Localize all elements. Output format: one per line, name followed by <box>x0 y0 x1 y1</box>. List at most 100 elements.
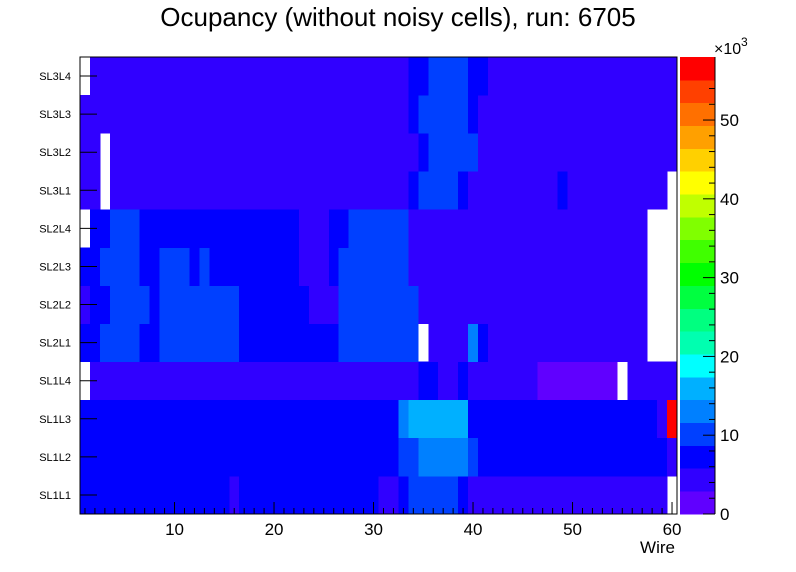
cell-SL1L4-47-54 <box>537 361 618 401</box>
y-tick-label: SL2L4 <box>39 223 71 235</box>
palette-band <box>680 171 715 195</box>
cell-SL1L3-60-60 <box>667 399 678 439</box>
cell-SL2L3-26-26 <box>328 247 340 286</box>
cell-SL2L2-17-23 <box>239 285 310 324</box>
x-tick-label: 50 <box>563 520 582 539</box>
y-tick-label: SL2L1 <box>39 338 71 350</box>
palette-band <box>680 125 715 149</box>
cell-SL1L1-40-59 <box>468 475 668 515</box>
cell-SL3L3-58-60 <box>647 95 678 134</box>
cell-SL2L4-2-3 <box>89 209 111 248</box>
cell-SL2L3-14-22 <box>209 247 300 286</box>
cell-SL1L2-60-60 <box>667 437 678 477</box>
cell-SL2L3-47-57 <box>537 247 648 286</box>
cell-SL3L1-34-34 <box>408 171 419 210</box>
cell-SL3L2-35-35 <box>418 133 429 172</box>
cell-SL1L4-39-39 <box>458 361 469 401</box>
y-tick-label: SL3L2 <box>39 147 71 159</box>
cell-SL3L3-3-33 <box>99 95 409 134</box>
cell-SL2L3-13-13 <box>199 247 210 286</box>
cell-SL3L3-45-45 <box>517 95 529 134</box>
cell-SL2L4-23-25 <box>298 209 330 248</box>
y-tick-label: SL1L3 <box>39 414 71 426</box>
cell-SL1L3-34-39 <box>408 399 469 439</box>
x-tick-label: 40 <box>464 520 483 539</box>
plot-border <box>79 56 678 515</box>
palette-band <box>680 308 715 332</box>
z-multiplier: ×10 <box>714 41 741 58</box>
cell-SL1L1-33-33 <box>398 475 409 515</box>
cell-SL2L4-28-33 <box>348 209 409 248</box>
y-tick-label: SL1L4 <box>39 376 71 388</box>
y-tick-label: SL2L2 <box>39 300 71 312</box>
z-tick-label: 40 <box>720 190 739 209</box>
cell-SL1L1-34-38 <box>408 475 459 515</box>
cell-SL1L4-56-57 <box>627 361 648 401</box>
x-tick-label: 20 <box>265 520 284 539</box>
cell-SL1L2-34-34 <box>408 437 419 477</box>
cell-SL1L1-16-16 <box>229 475 240 515</box>
palette-band <box>680 399 715 423</box>
cell-SL2L1-17-26 <box>239 323 340 363</box>
cell-SL1L4-46-46 <box>527 361 539 401</box>
cell-SL2L2-2-3 <box>89 285 111 324</box>
cell-SL3L2-4-34 <box>109 133 419 172</box>
cell-SL3L1-40-48 <box>468 171 558 210</box>
cell-SL2L2-8-8 <box>149 285 160 324</box>
cell-SL3L1-49-49 <box>557 171 568 210</box>
y-tick-label: SL2L3 <box>39 261 71 273</box>
cell-SL1L1-1-15 <box>80 475 230 515</box>
cell-SL3L1-50-58 <box>567 171 658 210</box>
x-tick-label: 10 <box>165 520 184 539</box>
cell-SL2L1-41-41 <box>478 323 489 363</box>
cell-SL3L4-40-40 <box>468 57 479 96</box>
palette-band <box>680 376 715 401</box>
cell-SL2L1-42-57 <box>487 323 648 363</box>
palette-band <box>680 102 715 126</box>
cell-SL3L3-40-40 <box>468 95 479 134</box>
z-tick-label: 20 <box>720 347 739 366</box>
cell-SL2L3-12-12 <box>189 247 200 286</box>
cell-SL1L3-33-33 <box>398 399 409 439</box>
chart-title: Ocupancy (without noisy cells), run: 670… <box>160 2 636 32</box>
cell-SL1L4-35-36 <box>418 361 439 401</box>
cell-SL1L1-39-39 <box>458 475 469 515</box>
cell-SL2L1-36-39 <box>428 323 469 363</box>
cell-SL1L3-40-50 <box>468 399 578 439</box>
palette-band <box>680 468 715 492</box>
x-tick-label: 60 <box>663 520 682 539</box>
y-tick-label: SL1L2 <box>39 452 71 464</box>
cell-SL2L3-7-8 <box>139 247 160 286</box>
palette-band <box>680 262 715 286</box>
cell-SL2L3-27-33 <box>338 247 409 286</box>
y-tick-label: SL3L4 <box>39 71 71 83</box>
cell-SL3L2-36-40 <box>428 133 479 172</box>
z-tick-label: 0 <box>720 505 729 524</box>
x-tick-label: 30 <box>364 520 383 539</box>
cell-SL2L4-34-45 <box>408 209 529 248</box>
cell-SL1L3-51-52 <box>577 399 598 439</box>
cell-SL3L3-34-34 <box>408 95 419 134</box>
z-tick-label: 10 <box>720 426 739 445</box>
cell-SL2L2-4-7 <box>109 285 151 324</box>
cell-SL1L4-40-44 <box>468 361 519 401</box>
cell-SL3L4-42-58 <box>487 57 658 96</box>
cell-SL2L2-35-57 <box>418 285 648 324</box>
cell-SL1L2-40-40 <box>468 437 479 477</box>
cell-SL3L4-36-39 <box>428 57 469 96</box>
cell-SL3L4-35-35 <box>418 57 429 96</box>
palette-band <box>680 491 715 515</box>
cell-SL2L3-23-25 <box>298 247 330 286</box>
cell-SL2L3-9-11 <box>159 247 190 286</box>
cell-SL2L1-40-40 <box>468 323 479 363</box>
cell-SL1L4-58-60 <box>647 361 678 401</box>
cell-SL1L2-35-39 <box>418 437 469 477</box>
cell-SL1L2-41-59 <box>478 437 668 477</box>
cell-SL3L1-4-33 <box>109 171 409 210</box>
cell-SL2L1-7-8 <box>139 323 160 363</box>
cell-SL2L3-34-45 <box>408 247 529 286</box>
z-tick-label: 50 <box>720 111 739 130</box>
palette-band <box>680 216 715 241</box>
cell-SL3L3-41-44 <box>478 95 519 134</box>
plot-frame <box>79 56 678 515</box>
